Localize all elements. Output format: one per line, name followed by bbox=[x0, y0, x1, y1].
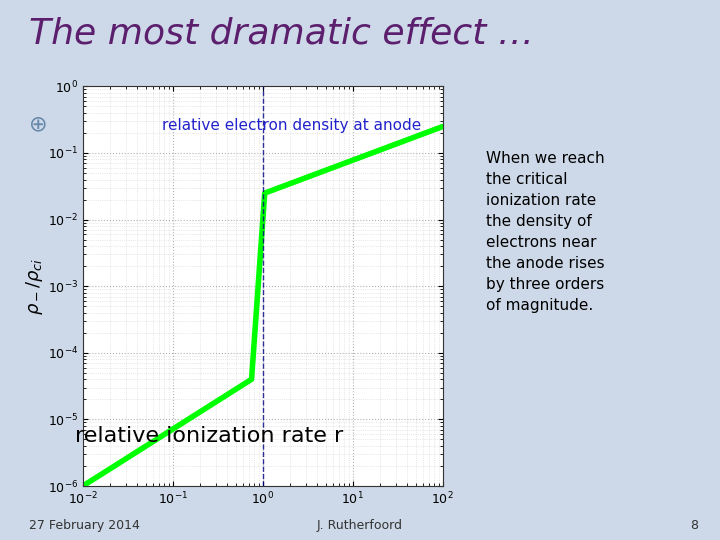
Text: J. Rutherfoord: J. Rutherfoord bbox=[317, 519, 403, 532]
Text: 8: 8 bbox=[690, 519, 698, 532]
Text: When we reach
the critical
ionization rate
the density of
electrons near
the ano: When we reach the critical ionization ra… bbox=[486, 151, 605, 313]
Text: relative ionization rate r: relative ionization rate r bbox=[75, 426, 343, 446]
Y-axis label: $\rho_-/\rho_{ci}$: $\rho_-/\rho_{ci}$ bbox=[24, 258, 45, 315]
Text: The most dramatic effect …: The most dramatic effect … bbox=[29, 16, 534, 50]
Text: ⊕: ⊕ bbox=[29, 114, 48, 134]
Text: 27 February 2014: 27 February 2014 bbox=[29, 519, 140, 532]
Text: relative electron density at anode: relative electron density at anode bbox=[162, 118, 421, 133]
